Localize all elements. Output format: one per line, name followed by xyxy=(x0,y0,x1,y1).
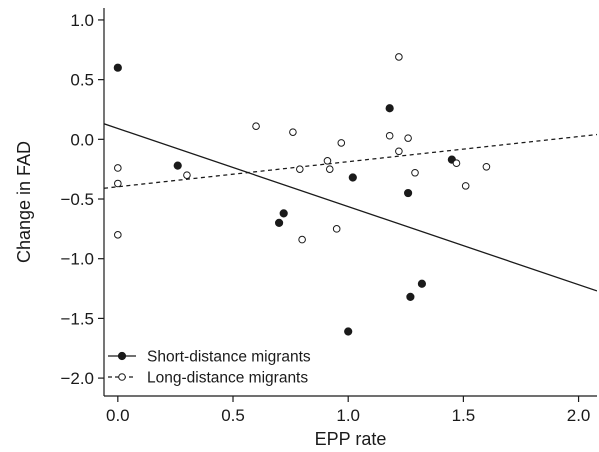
x-axis-label: EPP rate xyxy=(315,429,387,449)
y-tick-label: −0.5 xyxy=(60,190,94,209)
short-distance-point xyxy=(173,161,182,170)
short-distance-point xyxy=(279,209,288,218)
long-distance-point xyxy=(325,165,334,173)
short-distance-point xyxy=(385,104,394,113)
long-distance-point xyxy=(323,157,332,165)
x-tick-label: 2.0 xyxy=(567,406,591,425)
axes: 0.0 0.5 1.0 1.5 2.0 1.0 0.5 0.0 −0.5 −1.0 −1.5 −2.0 xyxy=(60,8,597,425)
long-distance-point xyxy=(114,231,122,239)
plot-area xyxy=(104,53,597,336)
short-distance-point xyxy=(274,218,284,227)
long-distance-trend-line xyxy=(104,133,597,189)
long-distance-point xyxy=(461,182,470,190)
long-distance-point xyxy=(482,162,491,171)
legend-label: Long-distance migrants xyxy=(147,370,308,387)
long-distance-point xyxy=(385,131,394,140)
legend: Short-distance migrants Long-distance mig… xyxy=(108,349,311,387)
legend-label: Short-distance migrants xyxy=(147,349,311,366)
long-distance-point xyxy=(337,139,346,147)
x-tick-label: 1.0 xyxy=(336,406,360,425)
y-tick-label: 1.0 xyxy=(70,11,94,30)
x-tick-label: 0.5 xyxy=(221,406,245,425)
long-distance-point xyxy=(395,147,403,156)
short-distance-point xyxy=(113,63,122,72)
short-distance-point xyxy=(348,173,357,182)
long-distance-point xyxy=(183,171,191,179)
legend-marker xyxy=(117,351,127,361)
short-distance-point xyxy=(406,292,415,302)
y-axis-label: Change in FAD xyxy=(14,141,34,263)
legend-marker xyxy=(118,373,126,381)
y-tick-label: −2.0 xyxy=(60,369,94,388)
short-distance-trend-line xyxy=(104,123,597,292)
long-distance-point xyxy=(411,168,419,177)
short-distance-point xyxy=(403,188,413,198)
long-distance-point xyxy=(289,128,297,136)
y-tick-label: −1.0 xyxy=(60,250,94,269)
long-distance-point xyxy=(114,164,122,172)
long-distance-point xyxy=(298,235,306,244)
x-tick-label: 1.5 xyxy=(452,406,476,425)
long-distance-point xyxy=(114,179,122,188)
long-distance-point xyxy=(252,122,260,130)
short-distance-point xyxy=(417,279,427,288)
y-tick-label: 0.5 xyxy=(70,71,94,90)
long-distance-point xyxy=(395,53,403,61)
y-tick-label: −1.5 xyxy=(60,309,94,328)
x-tick-label: 0.0 xyxy=(106,406,130,425)
long-distance-point xyxy=(296,165,304,173)
long-distance-point xyxy=(452,159,461,167)
short-distance-point xyxy=(344,327,353,336)
long-distance-point xyxy=(332,225,341,233)
y-tick-label: 0.0 xyxy=(70,130,94,149)
long-distance-point xyxy=(404,134,412,142)
